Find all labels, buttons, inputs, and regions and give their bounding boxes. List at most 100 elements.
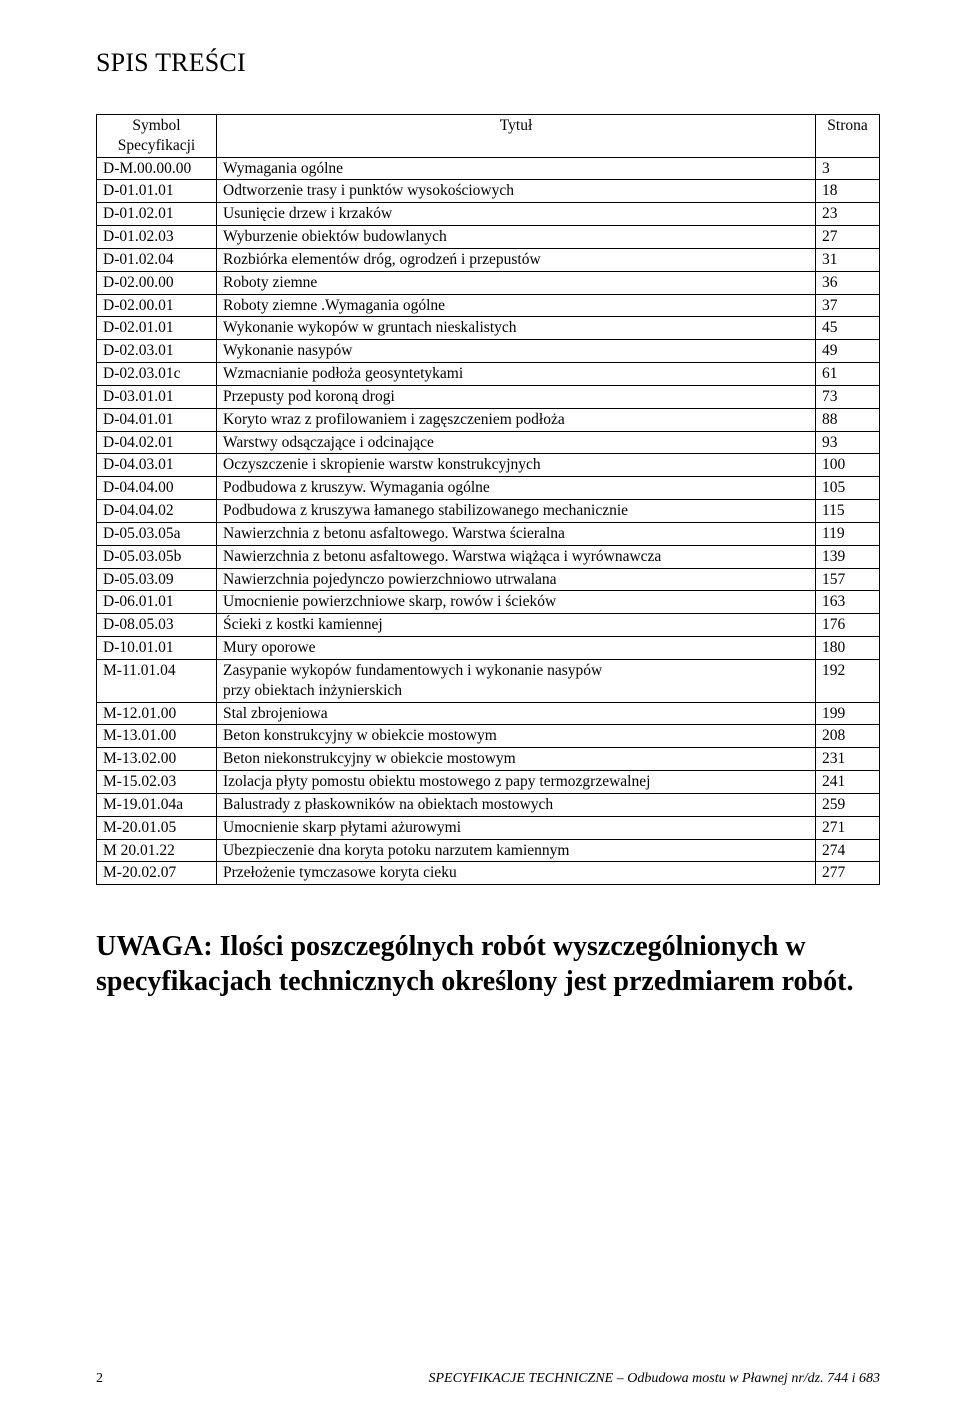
toc-row-page: 192 — [816, 659, 880, 702]
toc-row-symbol: D-M.00.00.00 — [97, 157, 217, 180]
toc-row-title: Warstwy odsączające i odcinające — [217, 431, 816, 454]
toc-row-symbol: D-02.00.01 — [97, 294, 217, 317]
note-block: UWAGA: Ilości poszczególnych robót wyszc… — [96, 929, 880, 999]
table-row: M-20.02.07Przełożenie tymczasowe koryta … — [97, 862, 880, 885]
toc-row-title: Beton konstrukcyjny w obiekcie mostowym — [217, 725, 816, 748]
toc-row-page: 180 — [816, 637, 880, 660]
table-row: D-04.03.01Oczyszczenie i skropienie wars… — [97, 454, 880, 477]
toc-row-title: Wymagania ogólne — [217, 157, 816, 180]
toc-row-page: 37 — [816, 294, 880, 317]
table-row: M 20.01.22Ubezpieczenie dna koryta potok… — [97, 839, 880, 862]
toc-row-page: 61 — [816, 363, 880, 386]
toc-row-page: 23 — [816, 203, 880, 226]
toc-row-page: 271 — [816, 816, 880, 839]
toc-row-title: Podbudowa z kruszywa łamanego stabilizow… — [217, 500, 816, 523]
toc-row-page: 31 — [816, 248, 880, 271]
toc-row-title: Roboty ziemne .Wymagania ogólne — [217, 294, 816, 317]
table-row: D-04.01.01Koryto wraz z profilowaniem i … — [97, 408, 880, 431]
toc-row-title: Przepusty pod koroną drogi — [217, 385, 816, 408]
toc-row-title: Przełożenie tymczasowe koryta cieku — [217, 862, 816, 885]
toc-row-page: 208 — [816, 725, 880, 748]
toc-row-symbol: D-10.01.01 — [97, 637, 217, 660]
toc-row-page: 157 — [816, 568, 880, 591]
table-row: M-13.01.00Beton konstrukcyjny w obiekcie… — [97, 725, 880, 748]
toc-row-title: Odtworzenie trasy i punktów wysokościowy… — [217, 180, 816, 203]
toc-row-symbol: M-15.02.03 — [97, 771, 217, 794]
table-row: M-19.01.04aBalustrady z płaskowników na … — [97, 793, 880, 816]
table-row: D-08.05.03Ścieki z kostki kamiennej176 — [97, 614, 880, 637]
toc-row-page: 36 — [816, 271, 880, 294]
table-row: D-01.02.01Usunięcie drzew i krzaków23 — [97, 203, 880, 226]
toc-row-title: Umocnienie skarp płytami ażurowymi — [217, 816, 816, 839]
table-row: D-01.02.04Rozbiórka elementów dróg, ogro… — [97, 248, 880, 271]
toc-row-symbol: D-02.03.01c — [97, 363, 217, 386]
table-row: D-02.03.01Wykonanie nasypów49 — [97, 340, 880, 363]
toc-heading: SPIS TREŚCI — [96, 48, 880, 78]
toc-header-symbol-line2: Specyfikacji — [118, 137, 195, 154]
toc-row-title: Koryto wraz z profilowaniem i zagęszczen… — [217, 408, 816, 431]
note-line-1: UWAGA: Ilości poszczególnych robót wyszc… — [96, 931, 806, 962]
table-row: D-02.01.01Wykonanie wykopów w gruntach n… — [97, 317, 880, 340]
table-row: M-11.01.04Zasypanie wykopów fundamentowy… — [97, 659, 880, 702]
table-row: D-04.02.01Warstwy odsączające i odcinają… — [97, 431, 880, 454]
note-line-2: specyfikacjach technicznych określony je… — [96, 966, 853, 997]
toc-row-title: Izolacja płyty pomostu obiektu mostowego… — [217, 771, 816, 794]
toc-row-symbol: D-04.01.01 — [97, 408, 217, 431]
page-footer: 2 SPECYFIKACJE TECHNICZNE – Odbudowa mos… — [96, 1371, 880, 1387]
table-row: M-12.01.00Stal zbrojeniowa199 — [97, 702, 880, 725]
toc-row-page: 259 — [816, 793, 880, 816]
toc-row-title: Nawierzchnia z betonu asfaltowego. Warst… — [217, 522, 816, 545]
table-row: D-M.00.00.00Wymagania ogólne3 — [97, 157, 880, 180]
toc-row-symbol: M-20.01.05 — [97, 816, 217, 839]
toc-row-title: Wykonanie wykopów w gruntach nieskalisty… — [217, 317, 816, 340]
toc-header-page: Strona — [816, 115, 880, 158]
toc-row-symbol: D-06.01.01 — [97, 591, 217, 614]
toc-row-symbol: D-02.00.00 — [97, 271, 217, 294]
toc-row-page: 139 — [816, 545, 880, 568]
toc-row-page: 277 — [816, 862, 880, 885]
table-row: D-01.02.03Wyburzenie obiektów budowlanyc… — [97, 226, 880, 249]
toc-row-symbol: D-05.03.05b — [97, 545, 217, 568]
toc-row-page: 3 — [816, 157, 880, 180]
table-row: D-06.01.01Umocnienie powierzchniowe skar… — [97, 591, 880, 614]
toc-row-title: Stal zbrojeniowa — [217, 702, 816, 725]
toc-row-symbol: D-02.03.01 — [97, 340, 217, 363]
toc-row-symbol: D-04.04.02 — [97, 500, 217, 523]
toc-row-symbol: D-01.01.01 — [97, 180, 217, 203]
toc-header-row: Symbol Specyfikacji Tytuł Strona — [97, 115, 880, 158]
toc-header-title: Tytuł — [217, 115, 816, 158]
toc-row-symbol: M-12.01.00 — [97, 702, 217, 725]
toc-row-title: Rozbiórka elementów dróg, ogrodzeń i prz… — [217, 248, 816, 271]
toc-row-symbol: M-20.02.07 — [97, 862, 217, 885]
toc-body: D-M.00.00.00Wymagania ogólne3D-01.01.01O… — [97, 157, 880, 885]
toc-row-symbol: M-13.02.00 — [97, 748, 217, 771]
toc-row-title: Nawierzchnia z betonu asfaltowego. Warst… — [217, 545, 816, 568]
toc-row-page: 100 — [816, 454, 880, 477]
table-row: M-15.02.03Izolacja płyty pomostu obiektu… — [97, 771, 880, 794]
toc-table: Symbol Specyfikacji Tytuł Strona D-M.00.… — [96, 114, 880, 885]
toc-header-symbol: Symbol Specyfikacji — [97, 115, 217, 158]
toc-row-symbol: D-01.02.04 — [97, 248, 217, 271]
toc-row-symbol: M 20.01.22 — [97, 839, 217, 862]
toc-row-title: Nawierzchnia pojedynczo powierzchniowo u… — [217, 568, 816, 591]
toc-row-symbol: D-02.01.01 — [97, 317, 217, 340]
table-row: D-03.01.01Przepusty pod koroną drogi73 — [97, 385, 880, 408]
toc-row-page: 199 — [816, 702, 880, 725]
footer-page-number: 2 — [96, 1371, 103, 1387]
toc-row-page: 231 — [816, 748, 880, 771]
table-row: D-02.03.01cWzmacnianie podłoża geosyntet… — [97, 363, 880, 386]
table-row: M-13.02.00Beton niekonstrukcyjny w obiek… — [97, 748, 880, 771]
toc-row-symbol: D-01.02.01 — [97, 203, 217, 226]
toc-row-title: Zasypanie wykopów fundamentowych i wykon… — [217, 659, 816, 702]
toc-row-symbol: M-19.01.04a — [97, 793, 217, 816]
toc-row-symbol: M-13.01.00 — [97, 725, 217, 748]
toc-row-title: Wykonanie nasypów — [217, 340, 816, 363]
table-row: D-04.04.02Podbudowa z kruszywa łamanego … — [97, 500, 880, 523]
table-row: D-04.04.00Podbudowa z kruszyw. Wymagania… — [97, 477, 880, 500]
toc-row-title: Beton niekonstrukcyjny w obiekcie mostow… — [217, 748, 816, 771]
toc-row-page: 18 — [816, 180, 880, 203]
toc-row-page: 45 — [816, 317, 880, 340]
toc-row-symbol: D-05.03.05a — [97, 522, 217, 545]
toc-row-page: 119 — [816, 522, 880, 545]
toc-row-symbol: D-08.05.03 — [97, 614, 217, 637]
